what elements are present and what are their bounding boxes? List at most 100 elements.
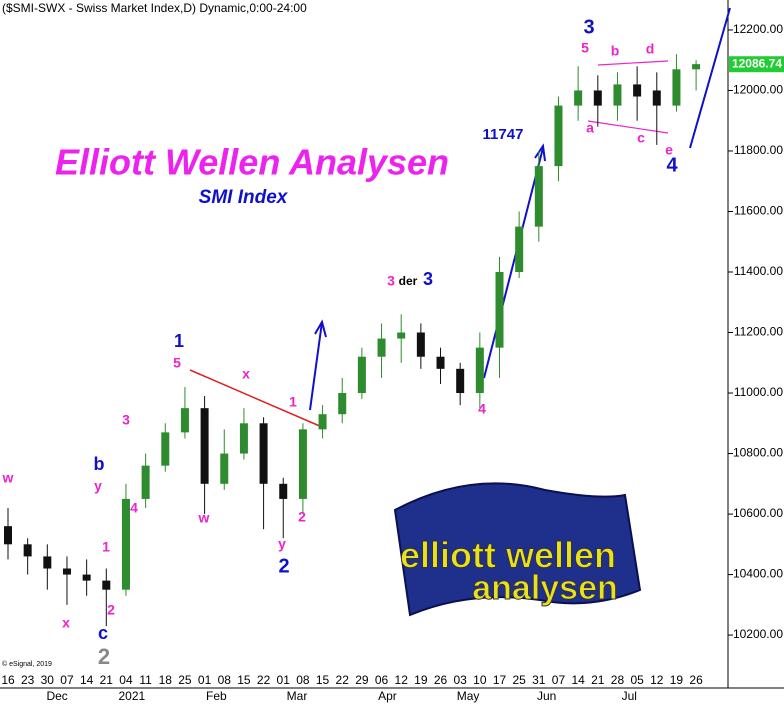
wave-label: w: [2, 470, 14, 486]
last-price-label: 12086.74: [732, 56, 782, 70]
x-tick-label: 26: [434, 673, 448, 687]
candle-body: [554, 105, 563, 167]
wave-label: 5: [581, 40, 589, 56]
wave-label: w: [198, 510, 210, 526]
x-tick-label: 03: [454, 673, 468, 687]
candle-body: [357, 356, 366, 394]
wave-label: e: [665, 142, 673, 158]
candle-body: [593, 90, 602, 106]
y-tick-label: 10400.00: [733, 567, 783, 581]
month-label: Dec: [46, 689, 67, 703]
candle-body: [397, 332, 406, 339]
wave-label: 4: [666, 154, 678, 176]
candle-body: [672, 69, 681, 106]
chart-subtitle: SMI Index: [199, 187, 289, 208]
x-tick-label: 17: [493, 673, 507, 687]
wave-label: 3: [387, 273, 395, 289]
month-label: Apr: [378, 689, 397, 703]
candle-body: [121, 498, 130, 590]
candle-body: [515, 226, 524, 273]
candle-body: [416, 332, 425, 357]
x-tick-label: 14: [571, 673, 585, 687]
x-tick-label: 30: [41, 673, 55, 687]
wave-label: b: [611, 43, 620, 59]
candle-body: [534, 166, 543, 227]
x-tick-label: 12: [395, 673, 409, 687]
x-tick-label: 18: [159, 673, 173, 687]
wave-label: b: [94, 454, 105, 474]
y-tick-label: 11000.00: [734, 385, 783, 399]
x-tick-label: 01: [198, 673, 212, 687]
wave-label: y: [278, 536, 286, 552]
candle-body: [279, 483, 288, 499]
wave-label: 5: [173, 355, 181, 371]
wave-label: 3: [423, 269, 433, 289]
y-tick-label: 11800.00: [734, 143, 783, 157]
x-tick-label: 19: [670, 673, 684, 687]
month-label: 2021: [119, 689, 146, 703]
candle-body: [613, 84, 622, 106]
candle-body: [633, 84, 642, 97]
x-tick-label: 31: [532, 673, 546, 687]
wave-label: c: [637, 130, 645, 146]
candle-body: [495, 272, 504, 348]
candle-body: [456, 368, 465, 394]
month-label: Mar: [287, 689, 308, 703]
candle-body: [200, 408, 209, 484]
y-tick-label: 11400.00: [734, 264, 783, 278]
candle-body: [82, 574, 91, 581]
x-tick-label: 23: [21, 673, 35, 687]
candle-body: [692, 64, 701, 70]
header: ($SMI-SWX - Swiss Market Index,D) Dynami…: [2, 1, 307, 15]
candle-body: [62, 568, 71, 575]
wave-label: x: [242, 366, 250, 382]
wave-label: d: [646, 41, 655, 57]
candle-body: [161, 432, 170, 466]
candle-body: [141, 465, 150, 499]
x-tick-label: 19: [414, 673, 428, 687]
x-tick-label: 16: [1, 673, 15, 687]
last-price-box: [729, 56, 784, 73]
x-tick-label: 28: [611, 673, 625, 687]
x-tick-label: 11: [139, 673, 152, 687]
candle-body: [338, 393, 347, 415]
x-tick-label: 06: [375, 673, 389, 687]
wave-label: der: [399, 274, 418, 288]
x-tick-label: 22: [257, 673, 271, 687]
y-tick-label: 12200.00: [733, 22, 783, 36]
candle-body: [43, 556, 52, 569]
candle-body: [436, 356, 445, 369]
trend-line: [189, 369, 323, 428]
x-tick-label: 15: [316, 673, 330, 687]
candle-body: [180, 408, 189, 433]
y-tick-label: 10600.00: [733, 506, 783, 520]
wave-label: 11747: [483, 126, 524, 143]
wave-label: 2: [107, 602, 115, 618]
x-tick-label: 08: [218, 673, 232, 687]
y-tick-label: 11200.00: [734, 325, 783, 339]
y-tick-label: 12000.00: [733, 83, 783, 97]
wave-label: x: [62, 615, 70, 631]
candle-body: [298, 429, 307, 499]
wave-label: 2: [98, 644, 110, 669]
logo-text: analysen: [472, 569, 618, 607]
x-tick-label: 26: [689, 673, 703, 687]
x-tick-label: 29: [355, 673, 369, 687]
candle-body: [574, 90, 583, 106]
logo-text: elliott wellen: [400, 535, 616, 576]
candle-body: [652, 90, 661, 106]
y-tick-label: 10200.00: [733, 627, 783, 641]
y-tick-label: 11600.00: [734, 204, 783, 218]
candle-body: [475, 347, 484, 394]
wave-label: 3: [122, 412, 130, 428]
candle-body: [4, 526, 12, 545]
x-tick-label: 12: [650, 673, 664, 687]
trend-line: [597, 60, 669, 66]
wave-label: a: [586, 120, 594, 136]
x-tick-label: 22: [336, 673, 350, 687]
month-label: Jun: [537, 689, 556, 703]
candle-body: [102, 580, 111, 590]
candle-body: [259, 423, 268, 484]
